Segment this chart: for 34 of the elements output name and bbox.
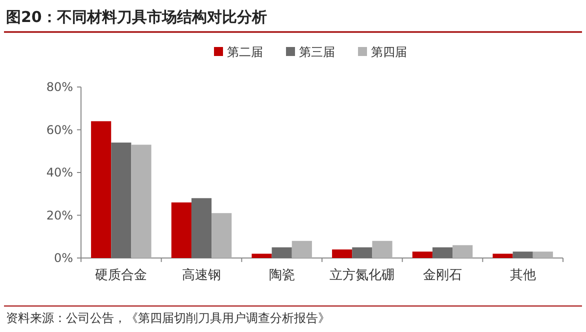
bar [212, 213, 232, 258]
bar [252, 254, 272, 258]
bar [272, 247, 292, 258]
bar [412, 252, 432, 258]
x-tick-label: 高速钢 [182, 267, 221, 283]
chart-title: 图20：不同材料刀具市场结构对比分析 [6, 8, 267, 26]
x-tick-label: 硬质合金 [95, 268, 148, 283]
x-tick-label: 立方氮化硼 [330, 267, 395, 283]
legend-label: 第二届 [227, 45, 263, 59]
y-tick-label: 20% [46, 208, 73, 222]
bar [532, 252, 553, 258]
text: 资料来源：公司公告，《第四届切削刀具用户调查分析报告》 [6, 311, 330, 325]
bar [372, 240, 392, 258]
bar [512, 252, 533, 258]
x-tick-label: 其他 [510, 268, 536, 283]
bar [292, 240, 312, 258]
y-tick-label: 60% [46, 122, 73, 137]
bar [91, 121, 112, 258]
bar [332, 249, 352, 258]
bar [171, 202, 192, 258]
bar [191, 198, 212, 258]
legend-label: 第四届 [371, 45, 407, 59]
y-tick-label: 0% [54, 251, 73, 265]
bar [452, 245, 473, 258]
bar [352, 247, 372, 258]
y-tick-label: 80% [46, 80, 73, 94]
x-tick-label: 金刚石 [423, 268, 462, 283]
bar [432, 247, 453, 258]
bar [111, 142, 132, 258]
bar [131, 144, 152, 258]
x-tick-label: 陶瓷 [268, 268, 295, 283]
bar [492, 254, 513, 258]
y-tick-label: 40% [46, 166, 73, 180]
legend-label: 第三届 [299, 45, 335, 59]
